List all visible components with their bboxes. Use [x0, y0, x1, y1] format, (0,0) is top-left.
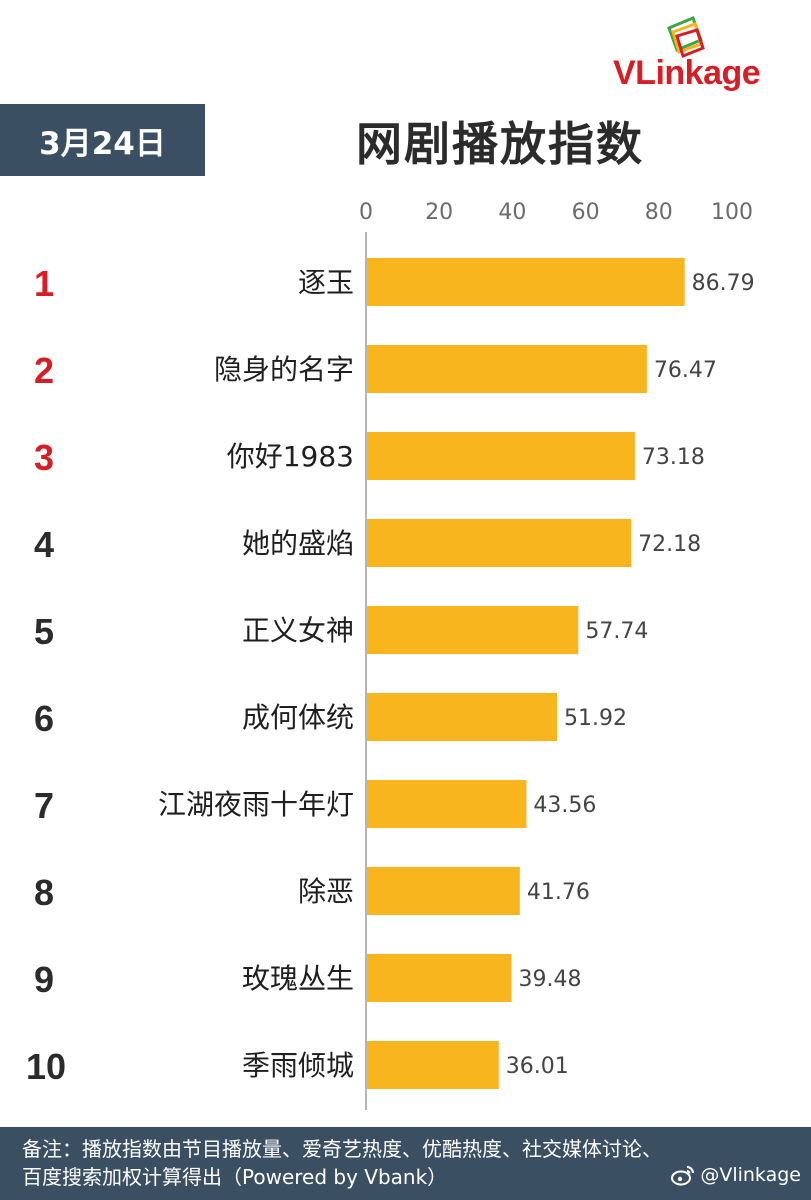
- bar: [367, 867, 520, 915]
- data-label: 57.74: [585, 619, 648, 644]
- weibo-handle-text: @Vlinkage: [700, 1164, 801, 1186]
- x-tick-label: 20: [425, 200, 453, 225]
- x-tick-label: 80: [645, 200, 673, 225]
- x-tick-label: 100: [711, 200, 753, 225]
- rank-label: 10: [26, 1046, 66, 1087]
- bar: [367, 519, 632, 567]
- footer-note-bar: 备注：播放指数由节目播放量、爱奇艺热度、优酷热度、社交媒体讨论、百度搜索加权计算…: [0, 1127, 811, 1200]
- rank-label: 2: [34, 350, 54, 391]
- category-label: 她的盛焰: [242, 527, 354, 560]
- category-label: 正义女神: [242, 614, 354, 647]
- bar: [367, 606, 579, 654]
- category-label: 隐身的名字: [214, 353, 354, 386]
- category-label: 季雨倾城: [242, 1049, 354, 1082]
- weibo-handle: @Vlinkage: [670, 1164, 801, 1186]
- bar: [367, 693, 558, 741]
- data-label: 41.76: [527, 880, 590, 905]
- data-label: 76.47: [654, 358, 717, 383]
- rank-label: 3: [34, 437, 54, 478]
- data-label: 72.18: [638, 532, 701, 557]
- bar: [367, 258, 685, 306]
- category-label: 玫瑰丛生: [242, 962, 354, 995]
- date-badge: 3月24日: [0, 104, 205, 176]
- chart-title: 网剧播放指数: [356, 117, 644, 171]
- rank-label: 4: [34, 524, 54, 565]
- data-label: 51.92: [564, 706, 627, 731]
- category-label: 你好1983: [227, 440, 354, 473]
- logo-mark-icon: [667, 16, 705, 59]
- bar: [367, 780, 527, 828]
- rank-label: 7: [34, 785, 54, 826]
- data-label: 86.79: [692, 271, 755, 296]
- weibo-icon: [671, 1166, 695, 1186]
- rank-label: 9: [34, 959, 54, 1000]
- category-label: 成何体统: [242, 701, 354, 734]
- x-tick-label: 40: [498, 200, 526, 225]
- x-tick-label: 60: [572, 200, 600, 225]
- category-label: 江湖夜雨十年灯: [158, 788, 354, 821]
- data-label: 39.48: [518, 967, 581, 992]
- data-label: 73.18: [642, 445, 705, 470]
- category-label: 逐玉: [298, 266, 354, 299]
- bar: [367, 954, 512, 1002]
- bar: [367, 1041, 499, 1089]
- logo-wordmark: VLinkage: [613, 54, 761, 92]
- data-label: 36.01: [506, 1054, 569, 1079]
- vlinkage-logo: VLinkage: [613, 14, 803, 94]
- category-label: 除恶: [298, 875, 354, 908]
- bar: [367, 432, 635, 480]
- rank-label: 5: [34, 611, 54, 652]
- data-label: 43.56: [533, 793, 596, 818]
- rank-label: 6: [34, 698, 54, 739]
- footer-note: 备注：播放指数由节目播放量、爱奇艺热度、优酷热度、社交媒体讨论、百度搜索加权计算…: [22, 1137, 662, 1189]
- rank-label: 1: [34, 263, 54, 304]
- x-tick-label: 0: [359, 200, 373, 225]
- rank-label: 8: [34, 872, 54, 913]
- bar: [367, 345, 647, 393]
